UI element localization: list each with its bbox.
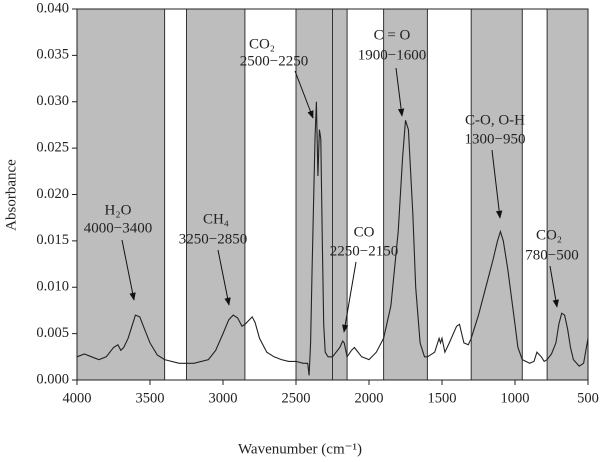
annotation-range: 780−500 <box>525 247 578 263</box>
y-tick-label: 0.020 <box>36 186 69 202</box>
annotation-label: C = O <box>374 27 411 43</box>
annotation-arrow <box>549 265 559 308</box>
region <box>186 9 245 380</box>
annotation-range: 3250−2850 <box>179 231 247 247</box>
annotation-label: CO₂ <box>536 227 562 243</box>
annotation-arrow <box>395 67 405 117</box>
annotation-arrow <box>342 261 357 333</box>
annotation-arrow <box>217 249 231 306</box>
annotation-range: 1900−1600 <box>358 47 426 63</box>
y-tick-label: 0.035 <box>36 47 69 63</box>
annotation-arrow <box>491 149 503 219</box>
y-tick-label: 0.025 <box>36 139 69 155</box>
annotation-range: 1300−950 <box>465 131 526 147</box>
y-tick-label: 0.005 <box>36 325 69 341</box>
spectrum-line <box>76 101 589 376</box>
region <box>332 9 348 380</box>
annotation-range: 4000−3400 <box>84 220 152 236</box>
annotation-label: CH₄ <box>203 211 229 227</box>
region <box>547 9 588 380</box>
x-tick-label: 4000 <box>63 390 92 406</box>
x-tick-label: 500 <box>577 390 599 406</box>
region <box>77 9 165 380</box>
annotation-arrow <box>121 239 136 301</box>
y-tick-label: 0.040 <box>36 0 69 16</box>
annotation-range: 2250−2150 <box>330 243 398 259</box>
y-tick-label: 0.010 <box>36 279 69 295</box>
annotation-range: 2500−2250 <box>240 53 308 69</box>
x-tick-label: 2500 <box>282 390 311 406</box>
x-axis-label: Wavenumber (cm⁻¹) <box>238 441 362 457</box>
x-tick-label: 1500 <box>428 390 457 406</box>
x-tick-label: 2000 <box>355 390 384 406</box>
regions <box>76 9 589 380</box>
annotation-label: C-O, O-H <box>465 112 525 128</box>
region <box>383 9 428 380</box>
plot: 0.000 0.005 0.010 0.015 0.020 0.025 0.030 0.035… <box>36 0 599 406</box>
annotation-label: CO <box>354 224 375 240</box>
y-tick-label: 0.000 <box>36 371 69 387</box>
y-tick-label: 0.015 <box>36 232 69 248</box>
x-tick-label: 3500 <box>136 390 165 406</box>
annotation-arrow <box>294 70 314 119</box>
y-axis-label: Absorbance <box>3 159 19 231</box>
y-tick-label: 0.030 <box>36 93 69 109</box>
x-tick-label: 1000 <box>501 390 530 406</box>
annotation-label: CO₂ <box>249 36 275 52</box>
annotation-label: H₂O <box>105 202 132 218</box>
x-tick-label: 3000 <box>209 390 238 406</box>
